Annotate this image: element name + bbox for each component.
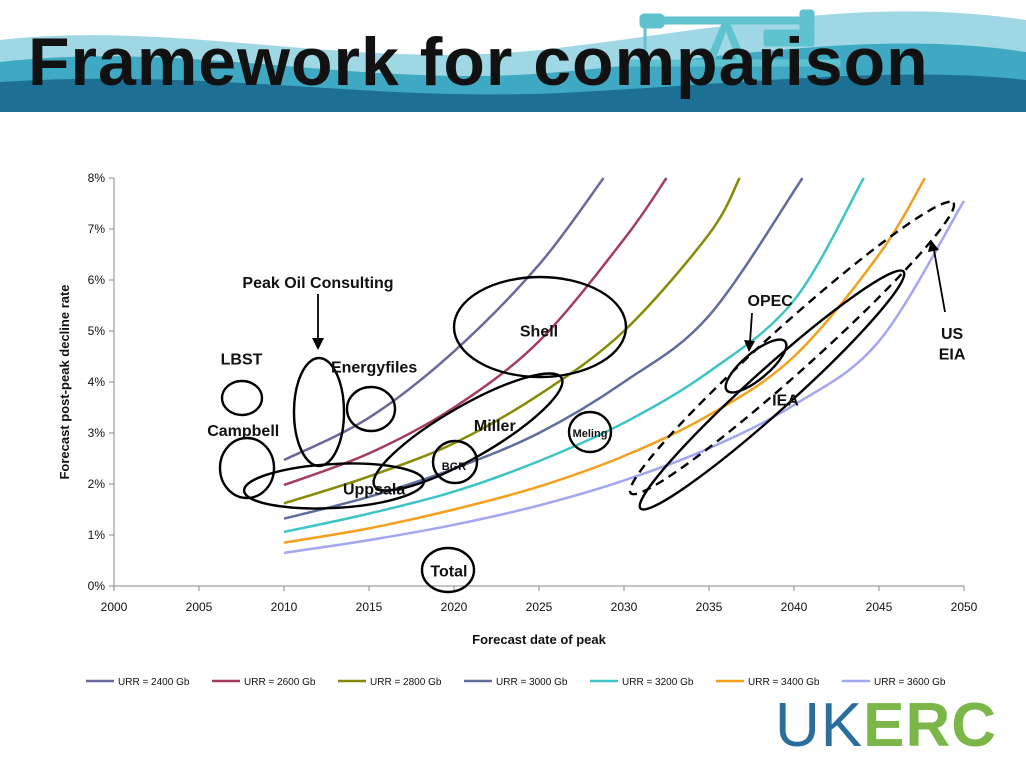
- y-tick-label: 2%: [88, 477, 106, 491]
- y-tick-label: 5%: [88, 324, 106, 338]
- forecast-labels: Peak Oil Consulting LBST Energyfiles Campbe…: [207, 240, 966, 580]
- legend-label: URR = 2400 Gb: [118, 677, 190, 688]
- annotation-label: LBST: [221, 352, 263, 369]
- lbst-ellipse: [220, 379, 264, 417]
- annotation-label: IEA: [772, 392, 799, 409]
- annotation-label: Peak Oil Consulting: [242, 275, 393, 292]
- annotation-label: Shell: [520, 324, 558, 341]
- x-tick-label: 2005: [186, 600, 213, 614]
- legend-label: URR = 3400 Gb: [748, 677, 820, 688]
- series-line-4: [283, 177, 804, 520]
- y-axis-title: Forecast post-peak decline rate: [57, 284, 72, 479]
- annotation-label: OPEC: [748, 293, 794, 310]
- campbell-ellipse: [218, 436, 276, 500]
- pumpjack-icon: [619, 9, 841, 67]
- y-tick-label: 0%: [88, 579, 106, 593]
- annotation-label: Meling: [573, 428, 608, 440]
- x-tick-label: 2000: [101, 600, 128, 614]
- x-tick-label: 2030: [611, 600, 638, 614]
- miller-ellipse: [372, 372, 564, 492]
- annotation-label: Uppsala: [343, 482, 405, 499]
- annotation-label: EIA: [939, 347, 966, 364]
- shell-ellipse: [452, 275, 628, 379]
- x-axis-title: Forecast date of peak: [472, 632, 606, 647]
- series-line-6: [283, 177, 926, 544]
- ukerc-logo: UKERC: [775, 690, 997, 762]
- total-ellipse: [420, 546, 476, 594]
- chart-axes: 0% 1% 2% 3% 4% 5% 6% 7% 8% 2000 2005 2010 2015 2020 20…: [88, 171, 978, 614]
- annotation-label: US: [941, 326, 964, 343]
- x-tick-label: 2020: [441, 600, 468, 614]
- opec-arrow: [749, 312, 753, 343]
- x-tick-label: 2015: [356, 600, 383, 614]
- legend-label: URR = 3600 Gb: [874, 677, 946, 688]
- annotation-label: BGR: [442, 461, 467, 473]
- iea-ellipse: [638, 269, 906, 511]
- peak-oil-consulting-arrowhead: [312, 338, 324, 350]
- x-tick-label: 2035: [696, 600, 723, 614]
- chart-series: [283, 177, 966, 555]
- forecast-ellipses: [218, 200, 956, 594]
- us-eia-arrowhead: [928, 240, 939, 252]
- x-tick-label: 2050: [951, 600, 978, 614]
- series-line-1: [283, 177, 605, 462]
- opec-arrowhead: [744, 340, 755, 352]
- annotation-label: Energyfiles: [331, 359, 417, 376]
- legend-label: URR = 3000 Gb: [496, 677, 568, 688]
- annotation-label: Campbell: [207, 423, 279, 440]
- series-line-2: [283, 177, 668, 487]
- series-line-7: [283, 200, 966, 555]
- bgr-ellipse: [431, 439, 479, 485]
- chart-legend: URR = 2400 Gb URR = 2600 Gb URR = 2800 Gb U…: [86, 677, 946, 688]
- y-tick-label: 3%: [88, 426, 106, 440]
- y-tick-label: 7%: [88, 222, 106, 236]
- series-line-5: [283, 177, 865, 534]
- x-tick-label: 2040: [781, 600, 808, 614]
- energyfiles-ellipse: [345, 385, 397, 433]
- x-tick-label: 2045: [866, 600, 893, 614]
- x-tick-label: 2010: [271, 600, 298, 614]
- y-tick-label: 8%: [88, 171, 106, 185]
- y-tick-label: 4%: [88, 375, 106, 389]
- x-tick-label: 2025: [526, 600, 553, 614]
- y-tick-label: 1%: [88, 528, 106, 542]
- slide-title: Framework for comparison: [28, 24, 929, 100]
- us-eia-arrow: [933, 249, 946, 313]
- us-eia-ellipse: [628, 200, 956, 496]
- logo-erc: ERC: [863, 691, 998, 760]
- y-tick-label: 6%: [88, 273, 106, 287]
- header-banner: [0, 9, 1026, 112]
- legend-label: URR = 3200 Gb: [622, 677, 694, 688]
- logo-uk: UK: [775, 691, 864, 760]
- meling-ellipse: [567, 410, 613, 454]
- annotation-label: Miller: [474, 418, 516, 435]
- legend-label: URR = 2800 Gb: [370, 677, 442, 688]
- annotation-label: Total: [430, 563, 467, 580]
- legend-label: URR = 2600 Gb: [244, 677, 316, 688]
- series-line-3: [283, 177, 741, 505]
- banner-wave-front: [0, 74, 1026, 112]
